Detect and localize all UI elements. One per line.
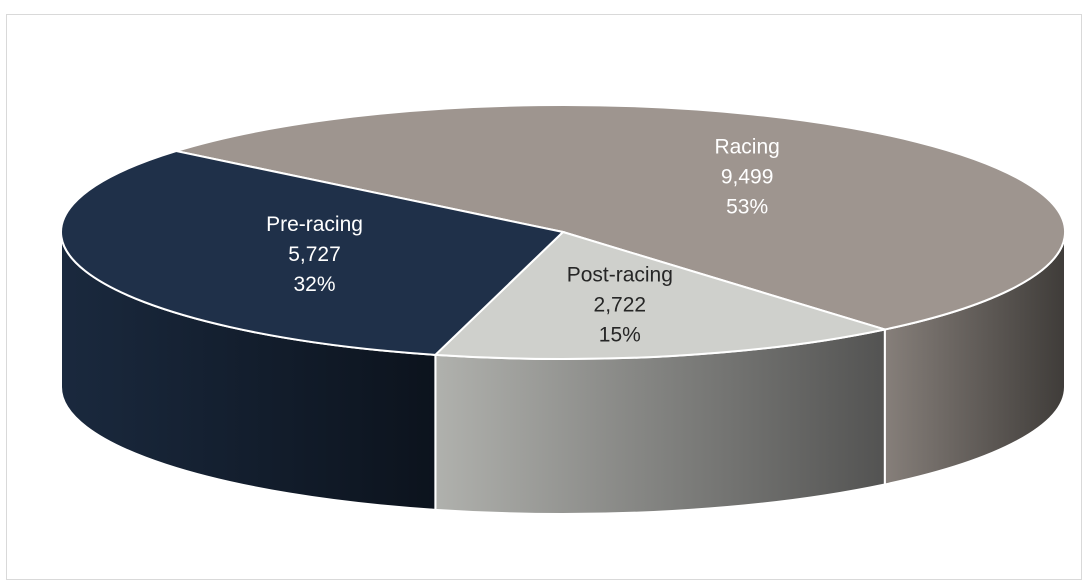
slice bbox=[175, 103, 1067, 331]
slice-label-category: Racing bbox=[714, 136, 779, 159]
slice-label-percent: 15% bbox=[599, 324, 641, 347]
slice-label-value: 2,722 bbox=[594, 294, 647, 317]
slice-label-percent: 32% bbox=[293, 273, 335, 296]
slice-label-value: 5,727 bbox=[288, 243, 341, 266]
slice-label-percent: 53% bbox=[726, 196, 768, 219]
slice-label-category: Post-racing bbox=[567, 264, 673, 287]
slice-label-value: 9,499 bbox=[721, 166, 774, 189]
slice bbox=[433, 230, 886, 361]
slice-label-category: Pre-racing bbox=[266, 213, 363, 236]
slice bbox=[60, 150, 566, 356]
